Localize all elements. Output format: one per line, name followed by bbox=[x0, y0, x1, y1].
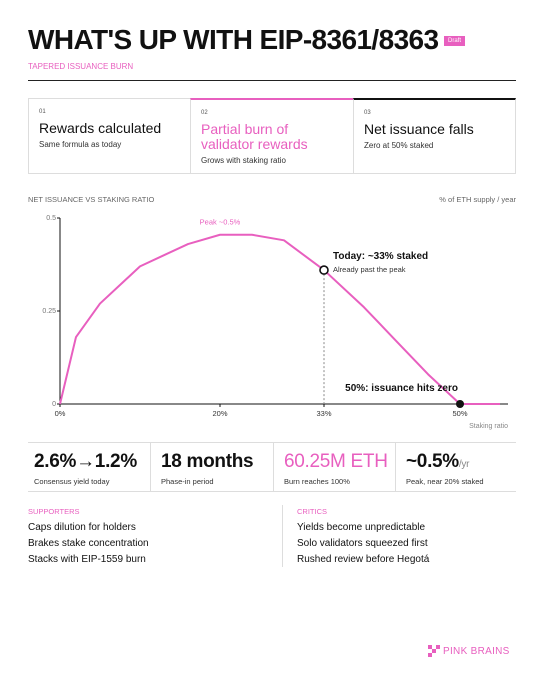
critics: CRITICS Yields become unpredictable Solo… bbox=[297, 507, 429, 570]
x-tick-label: 33% bbox=[316, 409, 331, 418]
y-tick-label: 0.25 bbox=[42, 308, 56, 315]
divider bbox=[282, 505, 283, 567]
annotation: 50%: issuance hits zero bbox=[345, 383, 458, 394]
list-title: SUPPORTERS bbox=[28, 507, 80, 516]
stat: 18 months Phase-in period bbox=[150, 443, 273, 491]
stats-row: 2.6%→1.2% Consensus yield today 18 month… bbox=[28, 442, 516, 492]
step-title: Rewards calculated bbox=[39, 120, 162, 136]
list-item: Brakes stake concentration bbox=[28, 538, 149, 549]
step-number: 02 bbox=[201, 110, 208, 116]
stat: 60.25M ETH Burn reaches 100% bbox=[273, 443, 395, 491]
stat-value: 2.6%→1.2% bbox=[34, 451, 137, 472]
annotation: Today: ~33% staked bbox=[333, 251, 428, 262]
list-item: Rushed review before Hegotá bbox=[297, 554, 430, 565]
line bbox=[59, 233, 500, 405]
list-item: Yields become unpredictable bbox=[297, 522, 426, 533]
stat-text: Burn reaches 100% bbox=[284, 477, 350, 486]
list-item: Stacks with EIP-1559 burn bbox=[28, 554, 146, 565]
stat-text: Peak, near 20% staked bbox=[406, 477, 484, 486]
stat-unit: /yr bbox=[458, 459, 470, 470]
marker bbox=[456, 400, 464, 408]
x-tick-label: 0% bbox=[55, 409, 66, 418]
step-title: Net issuance falls bbox=[364, 121, 474, 137]
annotation: Already past the peak bbox=[333, 265, 406, 274]
stat: ~0.5%/yr Peak, near 20% staked bbox=[395, 443, 516, 491]
stat-value: ~0.5% bbox=[406, 451, 459, 472]
list-item: Solo validators squeezed first bbox=[297, 538, 428, 549]
y-axis-label: % of ETH supply / year bbox=[439, 195, 516, 204]
chart: 0 0.25 0.5 0% 20% 33% 50%Staking ratio Peak ~0.… bbox=[42, 215, 508, 430]
step-number: 01 bbox=[39, 109, 46, 115]
supporters: SUPPORTERS Caps dilution for holders Bra… bbox=[28, 507, 149, 570]
x-tick-label: 50% bbox=[452, 409, 467, 418]
step-title: Partial burn of validator rewards bbox=[201, 121, 308, 152]
subtitle: TAPERED ISSUANCE BURN bbox=[28, 62, 134, 71]
marker bbox=[319, 265, 329, 275]
badge: Draft bbox=[444, 36, 466, 46]
step-card: 01 Rewards calculated Same formula as to… bbox=[28, 98, 191, 174]
chart-title: NET ISSUANCE VS STAKING RATIO bbox=[28, 195, 155, 204]
stat-text: Phase-in period bbox=[161, 477, 214, 486]
y-tick-label: 0 bbox=[52, 401, 56, 408]
step-text: Zero at 50% staked bbox=[364, 141, 434, 150]
stat-value: 60.25M ETH bbox=[284, 451, 388, 472]
step-text: Grows with staking ratio bbox=[201, 156, 286, 165]
brand: PINK BRAINS bbox=[443, 646, 510, 657]
list-item: Caps dilution for holders bbox=[28, 522, 136, 533]
step-card: 02 Partial burn of validator rewards Gro… bbox=[190, 98, 354, 174]
list-title: CRITICS bbox=[297, 507, 327, 516]
x-axis-label: Staking ratio bbox=[469, 423, 508, 430]
title: WHAT'S UP WITH EIP-8361/8363 bbox=[28, 24, 439, 55]
step-text: Same formula as today bbox=[39, 140, 122, 149]
step-number: 03 bbox=[364, 110, 371, 116]
stat-value: 18 months bbox=[161, 451, 254, 472]
x-tick-label: 20% bbox=[212, 409, 227, 418]
divider bbox=[28, 80, 516, 81]
y-tick-label: 0.5 bbox=[46, 215, 56, 222]
step-card: 03 Net issuance falls Zero at 50% staked bbox=[353, 98, 516, 174]
logo-icon bbox=[428, 645, 440, 657]
stat: 2.6%→1.2% Consensus yield today bbox=[28, 443, 150, 491]
stat-text: Consensus yield today bbox=[34, 477, 110, 486]
annotation: Peak ~0.5% bbox=[200, 218, 241, 227]
